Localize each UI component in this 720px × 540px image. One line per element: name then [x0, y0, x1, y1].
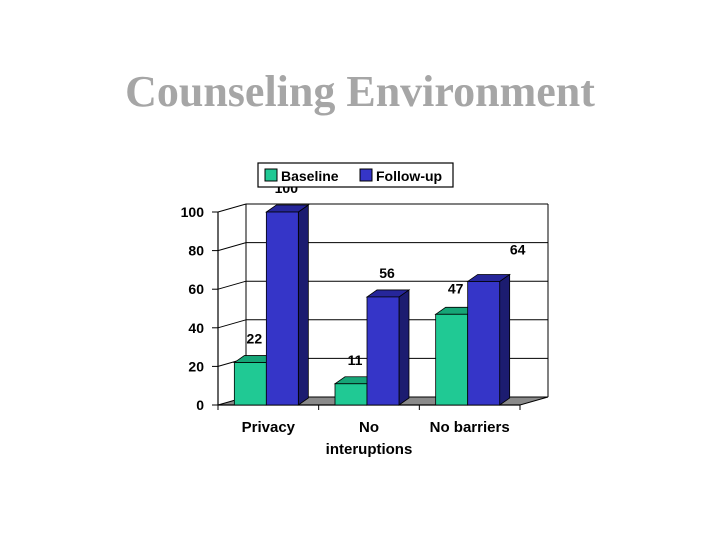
x-tick-label: No interuptions [326, 419, 413, 458]
y-tick-label: 20 [188, 358, 204, 374]
data-label-baseline: 22 [247, 331, 263, 347]
gridline-side [217, 319, 247, 329]
gridline-side [217, 280, 247, 290]
x-tick-label: Privacy [242, 419, 296, 436]
gridline-side [217, 203, 247, 213]
y-tick-label: 60 [188, 281, 204, 297]
bar-side-follow-up [297, 204, 309, 406]
y-tick-label: 0 [196, 397, 204, 413]
data-label-follow-up: 56 [379, 265, 395, 281]
bars [233, 204, 511, 406]
y-tick-label: 80 [188, 243, 204, 259]
bar-baseline [334, 383, 368, 406]
data-label-follow-up: 64 [510, 241, 526, 257]
legend-swatch-baseline [264, 168, 278, 182]
data-label-baseline: 47 [448, 280, 464, 296]
bar-baseline [233, 362, 267, 406]
legend-frame [257, 162, 454, 188]
gridline-side [217, 242, 247, 252]
legend: Baseline Follow-up [257, 162, 454, 188]
bar-follow-up [265, 211, 299, 406]
page-title: Counseling Environment [125, 67, 595, 116]
bar-side-follow-up [398, 289, 410, 406]
bar-follow-up [366, 296, 400, 406]
legend-label-baseline: Baseline [281, 168, 339, 184]
x-tick-label: No barriers [430, 419, 510, 436]
y-tick-label: 100 [181, 204, 205, 220]
bar-follow-up [467, 281, 501, 406]
y-tick-label: 40 [188, 320, 204, 336]
legend-swatch-follow-up [359, 168, 373, 182]
data-label-baseline: 11 [348, 352, 363, 368]
bar-baseline [435, 313, 469, 406]
y-axis: 0 20 40 60 80 100 [181, 204, 219, 413]
bar-side-follow-up [499, 273, 511, 406]
legend-label-follow-up: Follow-up [376, 168, 442, 184]
category-axis: Privacy No interuptions No barriers [217, 405, 521, 458]
